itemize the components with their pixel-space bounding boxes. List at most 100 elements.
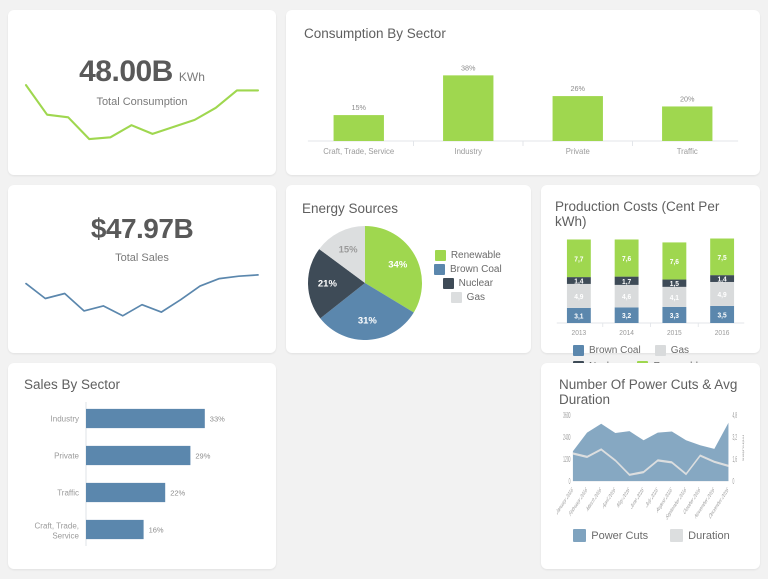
consumption-by-sector-title: Consumption By Sector <box>304 26 446 41</box>
total-consumption-unit: KWh <box>178 70 205 84</box>
svg-text:Private: Private <box>54 452 79 461</box>
svg-text:April 2016: April 2016 <box>602 487 615 512</box>
svg-text:1,6: 1,6 <box>733 455 738 464</box>
consumption-by-sector-card: Consumption By Sector 15% Craft, Trade, S… <box>286 10 760 175</box>
legend-swatch-icon <box>573 345 584 356</box>
svg-text:33%: 33% <box>210 415 225 424</box>
svg-text:Traffic: Traffic <box>677 147 698 156</box>
total-consumption-label: Total Consumption <box>96 96 188 108</box>
svg-text:May 2016: May 2016 <box>617 487 630 511</box>
legend-swatch-icon <box>654 345 666 356</box>
svg-text:20%: 20% <box>680 94 695 103</box>
legend-item-brown-coal[interactable]: Brown Coal <box>573 345 641 356</box>
svg-text:3,5: 3,5 <box>718 312 727 319</box>
legend-item-renewable[interactable]: Renewable <box>434 249 501 261</box>
legend-swatch-icon <box>434 249 446 261</box>
svg-text:1,7: 1,7 <box>622 278 631 285</box>
svg-text:3,1: 3,1 <box>574 313 583 320</box>
svg-text:March 2016: March 2016 <box>586 487 601 515</box>
legend-label: Gas <box>466 291 486 303</box>
power-cuts-plot: 0 1200 2400 3600 0 1,6 3,2 4,8 minutes January 20… <box>556 409 744 527</box>
svg-text:Industry: Industry <box>454 147 482 156</box>
total-consumption-card: 48.00B KWh Total Consumption <box>8 10 276 175</box>
dashboard-row-top: 48.00B KWh Total Consumption Consumption … <box>8 10 760 175</box>
svg-text:1,5: 1,5 <box>670 281 679 288</box>
svg-text:Traffic: Traffic <box>57 489 79 498</box>
svg-text:June 2016: June 2016 <box>630 487 644 512</box>
dashboard-row-bottom: $47.97B Total Sales Sales By Sector 33% I… <box>8 185 760 569</box>
svg-text:July 2016: July 2016 <box>645 487 658 511</box>
svg-text:29%: 29% <box>195 452 210 461</box>
legend-item-power-cuts[interactable]: Power Cuts <box>573 529 648 542</box>
svg-text:1200: 1200 <box>563 455 571 464</box>
legend-label: Brown Coal <box>589 345 641 356</box>
legend-label: Renewable <box>450 249 501 261</box>
energy-sources-pie: 34% 31% 21% 15% <box>308 226 422 340</box>
legend-item-gas[interactable]: Gas <box>450 291 486 303</box>
total-sales-value: $47.97B <box>90 213 194 244</box>
legend-swatch-icon <box>450 291 462 303</box>
total-consumption-sparkline <box>24 84 260 141</box>
svg-text:2014: 2014 <box>619 330 634 337</box>
legend-swatch-icon <box>434 263 445 275</box>
total-sales-header: $47.97B Total Sales <box>8 185 276 264</box>
svg-text:1,4: 1,4 <box>718 276 727 283</box>
svg-text:15%: 15% <box>339 244 359 255</box>
energy-sources-plot: 34% 31% 21% 15% Renewable Brown Coal Nuclear G… <box>302 220 515 346</box>
total-sales-sparkline <box>25 274 259 317</box>
sales-by-sector-plot: 33% Industry 29% Private 22% Traffic 16% Craft,… <box>24 400 260 548</box>
right-column: Production Costs (Cent Per kWh) 3,1 4,9 1,… <box>541 185 760 569</box>
svg-text:3,2: 3,2 <box>733 433 738 442</box>
total-sales-label: Total Sales <box>115 252 169 264</box>
legend-label: Duration <box>688 529 730 542</box>
consumption-by-sector-plot: 15% Craft, Trade, Service 38% Industry 26% Pr… <box>304 55 742 163</box>
legend-item-duration[interactable]: Duration <box>670 529 730 542</box>
svg-text:3,2: 3,2 <box>622 313 631 320</box>
legend-swatch-icon <box>442 277 454 289</box>
svg-text:Craft, Trade,: Craft, Trade, <box>35 522 79 531</box>
svg-text:Craft, Trade, Service: Craft, Trade, Service <box>323 147 395 156</box>
total-sales-card: $47.97B Total Sales <box>8 185 276 353</box>
svg-text:2400: 2400 <box>563 433 571 442</box>
svg-text:2016: 2016 <box>715 330 730 337</box>
legend-label: Power Cuts <box>591 529 649 542</box>
legend-item-gas[interactable]: Gas <box>654 345 689 356</box>
left-column: $47.97B Total Sales Sales By Sector 33% I… <box>8 185 276 569</box>
svg-text:0: 0 <box>733 477 735 486</box>
svg-text:3600: 3600 <box>563 411 571 420</box>
energy-sources-card: Energy Sources 34% 31% 21% 15% Renewable Bro… <box>286 185 531 353</box>
power-cuts-legend: Power Cuts Duration <box>559 529 744 542</box>
svg-text:4,8: 4,8 <box>733 411 738 420</box>
svg-text:7,6: 7,6 <box>670 259 679 266</box>
svg-text:3,3: 3,3 <box>670 313 679 320</box>
legend-item-nuclear[interactable]: Nuclear <box>442 277 494 289</box>
power-cuts-title: Number Of Power Cuts & Avg Duration <box>559 377 738 407</box>
power-cuts-card: Number Of Power Cuts & Avg Duration 0 120… <box>541 363 760 569</box>
svg-text:Private: Private <box>566 147 591 156</box>
middle-column: Energy Sources 34% 31% 21% 15% Renewable Bro… <box>286 185 531 569</box>
svg-text:0: 0 <box>569 477 571 486</box>
legend-swatch-icon <box>670 529 684 542</box>
total-consumption-value: 48.00B <box>79 55 173 88</box>
svg-text:2013: 2013 <box>572 330 587 337</box>
total-consumption-header: 48.00B KWh Total Consumption <box>8 10 276 108</box>
svg-text:22%: 22% <box>170 489 185 498</box>
legend-item-brown-coal[interactable]: Brown Coal <box>434 263 502 275</box>
svg-text:26%: 26% <box>570 84 585 93</box>
svg-text:16%: 16% <box>149 526 164 535</box>
production-costs-title: Production Costs (Cent Per kWh) <box>555 199 720 229</box>
svg-text:21%: 21% <box>318 279 338 290</box>
svg-text:4,1: 4,1 <box>670 295 679 302</box>
svg-text:7,6: 7,6 <box>622 256 631 263</box>
svg-text:34%: 34% <box>388 260 408 271</box>
svg-text:1,4: 1,4 <box>574 278 583 285</box>
svg-text:minutes: minutes <box>741 435 744 461</box>
production-costs-card: Production Costs (Cent Per kWh) 3,1 4,9 1,… <box>541 185 760 372</box>
legend-swatch-icon <box>573 529 587 542</box>
energy-sources-legend: Renewable Brown Coal Nuclear Gas <box>434 249 502 303</box>
svg-text:4,9: 4,9 <box>574 294 583 301</box>
svg-text:7,5: 7,5 <box>718 255 727 262</box>
svg-text:4,9: 4,9 <box>718 292 727 299</box>
svg-text:Industry: Industry <box>51 415 79 424</box>
legend-label: Nuclear <box>458 277 494 289</box>
